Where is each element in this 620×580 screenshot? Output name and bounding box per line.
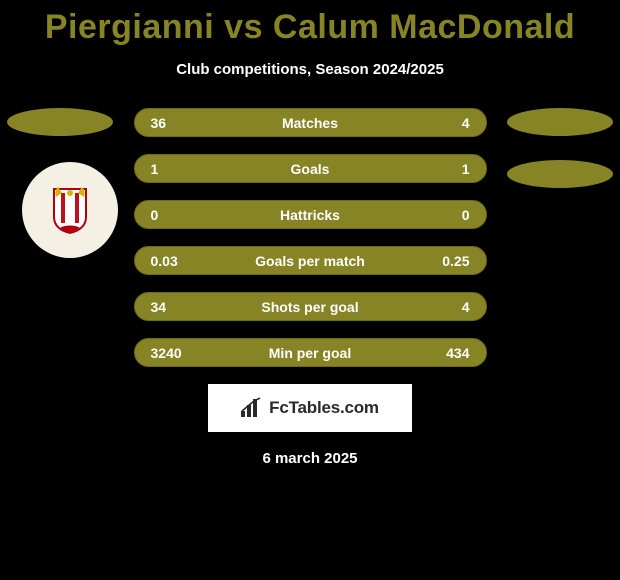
- stat-right-value: 0: [430, 207, 470, 223]
- stat-row: 1 Goals 1: [134, 154, 487, 183]
- stat-right-value: 4: [430, 115, 470, 131]
- stats-column: 36 Matches 4 1 Goals 1 0 Hattricks 0 0.0…: [134, 108, 487, 367]
- stat-left-value: 36: [151, 115, 191, 131]
- comparison-body: 36 Matches 4 1 Goals 1 0 Hattricks 0 0.0…: [0, 108, 620, 467]
- brand-text: FcTables.com: [269, 398, 379, 418]
- stat-row: 34 Shots per goal 4: [134, 292, 487, 321]
- stat-left-value: 1: [151, 161, 191, 177]
- footer-date: 6 march 2025: [0, 450, 620, 467]
- stat-right-value: 4: [430, 299, 470, 315]
- player2-club-placeholder: [507, 160, 613, 188]
- bar-chart-icon: [241, 397, 263, 419]
- stat-label: Shots per goal: [191, 299, 430, 315]
- player2-flag-placeholder: [507, 108, 613, 136]
- player1-club-badge: [22, 162, 118, 258]
- stat-left-value: 34: [151, 299, 191, 315]
- comparison-subtitle: Club competitions, Season 2024/2025: [0, 61, 620, 78]
- stat-left-value: 3240: [151, 345, 191, 361]
- player1-flag-placeholder: [7, 108, 113, 136]
- stat-label: Matches: [191, 115, 430, 131]
- stat-right-value: 1: [430, 161, 470, 177]
- stat-right-value: 0.25: [430, 253, 470, 269]
- brand-box: FcTables.com: [208, 384, 412, 432]
- stat-left-value: 0: [151, 207, 191, 223]
- stat-label: Goals per match: [191, 253, 430, 269]
- stat-label: Hattricks: [191, 207, 430, 223]
- stat-label: Min per goal: [191, 345, 430, 361]
- stat-label: Goals: [191, 161, 430, 177]
- stat-row: 36 Matches 4: [134, 108, 487, 137]
- stat-row: 0.03 Goals per match 0.25: [134, 246, 487, 275]
- stat-left-value: 0.03: [151, 253, 191, 269]
- comparison-title: Piergianni vs Calum MacDonald: [0, 0, 620, 47]
- crest-icon: [34, 169, 106, 251]
- stat-row: 0 Hattricks 0: [134, 200, 487, 229]
- stat-right-value: 434: [430, 345, 470, 361]
- stat-row: 3240 Min per goal 434: [134, 338, 487, 367]
